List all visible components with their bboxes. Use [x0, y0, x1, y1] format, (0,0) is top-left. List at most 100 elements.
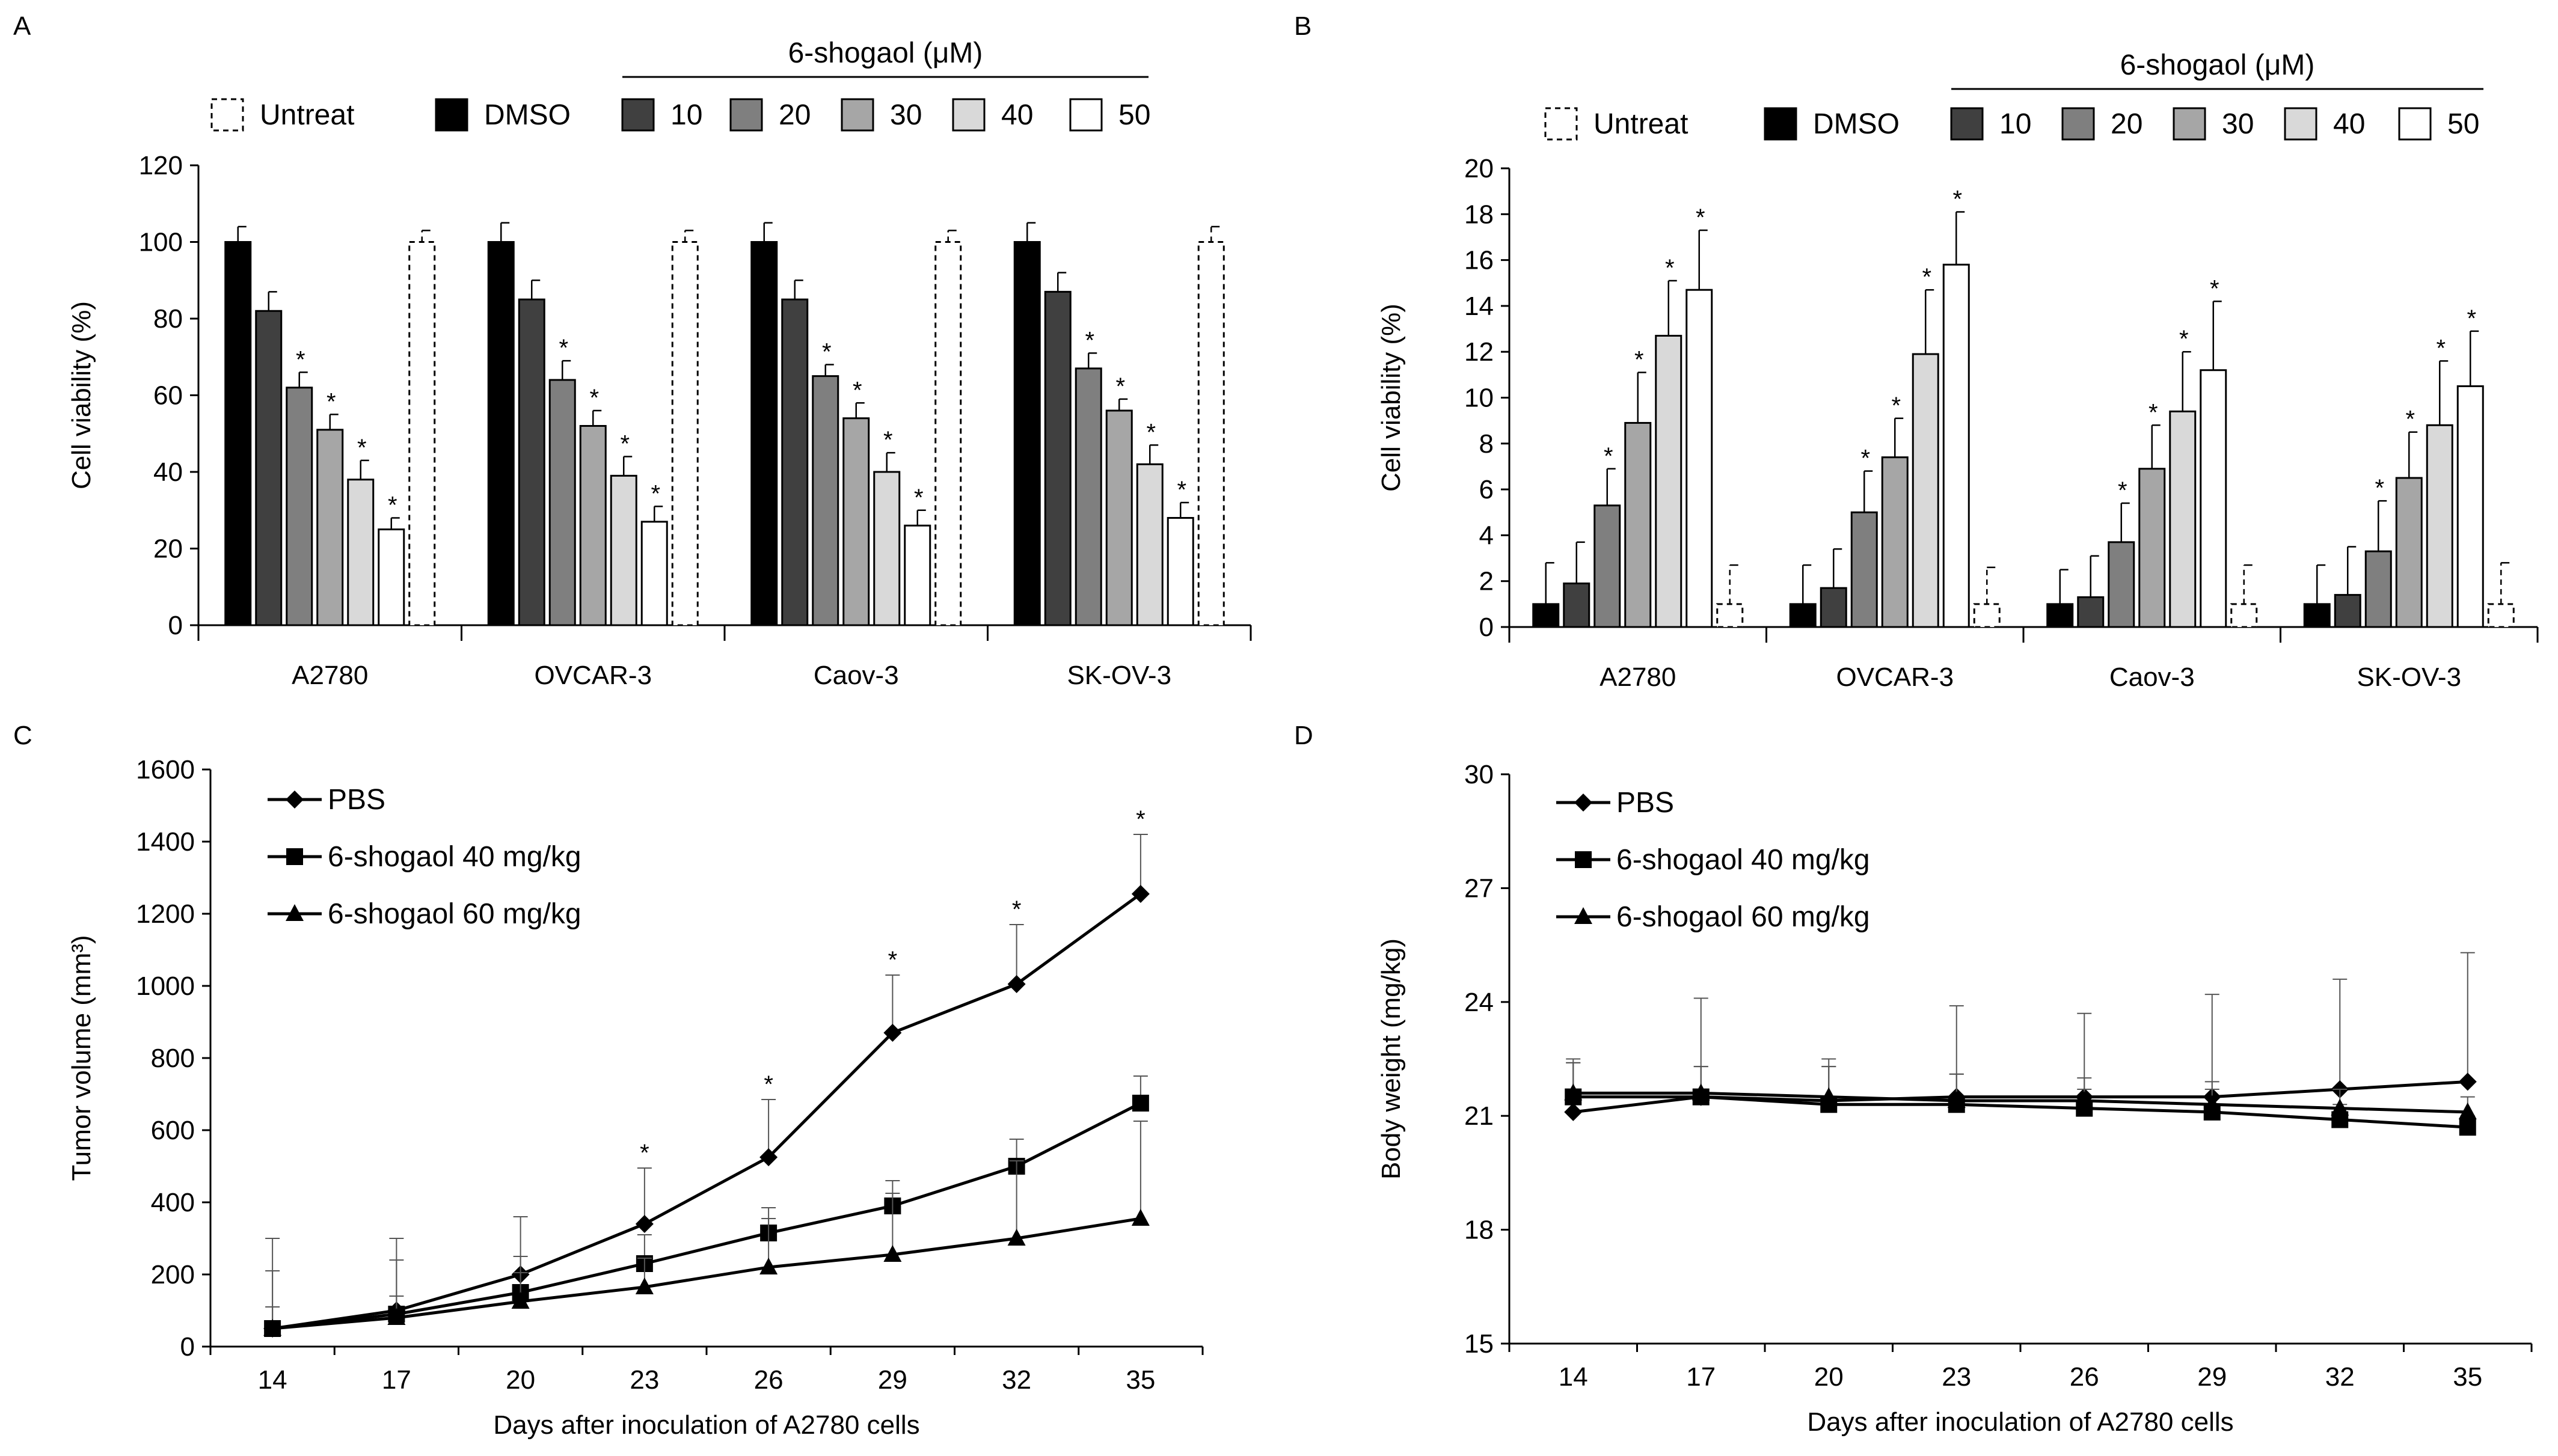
- legend-label: 30: [2222, 108, 2254, 140]
- data-point: [387, 1308, 406, 1325]
- legend-label: 10: [670, 99, 702, 131]
- bar: [1624, 421, 1652, 628]
- panel-a-bar-chart: 0 20 40 60 80 100 120 Cell viability (%) A2780 OV…: [67, 37, 1252, 690]
- significance-marker: *: [1177, 477, 1186, 503]
- significance-marker: *: [764, 1071, 773, 1098]
- bar: [1655, 334, 1682, 628]
- legend-swatch: [2398, 107, 2432, 141]
- legend-marker: [1574, 907, 1592, 924]
- bar: [873, 471, 901, 626]
- bar: [1167, 517, 1194, 626]
- bar: [2395, 477, 2423, 628]
- y-tick-label: 15: [1464, 1329, 1494, 1359]
- y-tick-label: 1200: [136, 899, 195, 929]
- bar: [934, 241, 962, 626]
- data-point: [1820, 1087, 1838, 1104]
- x-tick-label: 29: [878, 1365, 907, 1395]
- significance-marker: *: [1012, 896, 1022, 923]
- significance-marker: *: [1634, 347, 1644, 373]
- bar: [2303, 603, 2331, 628]
- legend-label: 6-shogaol 40 mg/kg: [328, 841, 581, 873]
- panel-d-line-chart: 15 18 21 24 27 30 14 17 20 23 26 29 32 35 Days after i…: [1376, 760, 2533, 1437]
- y-tick-label: 0: [180, 1332, 195, 1362]
- y-tick-label: 16: [1464, 246, 1494, 275]
- legend-marker: [1574, 794, 1592, 812]
- x-tick-label: 35: [2453, 1362, 2482, 1392]
- bar: [812, 375, 839, 626]
- legend-label: 30: [890, 99, 922, 131]
- bar: [750, 241, 778, 626]
- legend-swatch: [952, 98, 986, 132]
- y-tick-label: 120: [139, 151, 183, 180]
- significance-marker: *: [883, 427, 893, 453]
- data-point: [2331, 1098, 2349, 1116]
- legend-label: DMSO: [1813, 108, 1900, 140]
- data-point: [1007, 1229, 1026, 1246]
- legend-marker: [1575, 851, 1592, 868]
- y-tick-label: 20: [1464, 154, 1494, 183]
- x-category-label: A2780: [1600, 662, 1676, 692]
- data-point: [1007, 975, 1026, 993]
- y-tick-label: 4: [1479, 521, 1494, 550]
- significance-marker: *: [1891, 393, 1901, 419]
- bar: [2200, 369, 2227, 628]
- significance-marker: *: [620, 431, 630, 457]
- data-point: [759, 1258, 778, 1274]
- y-tick-label: 18: [1464, 1216, 1494, 1245]
- significance-marker: *: [888, 947, 898, 973]
- y-tick-label: 12: [1464, 337, 1494, 367]
- bar: [1105, 409, 1133, 626]
- significance-marker: *: [559, 335, 568, 361]
- legend-group-title: 6-shogaol (μM): [788, 37, 983, 69]
- legend-swatch: [2061, 107, 2095, 141]
- significance-marker: *: [2118, 477, 2127, 504]
- y-tick-label: 0: [1479, 613, 1494, 642]
- data-point: [759, 1148, 778, 1166]
- significance-marker: *: [914, 485, 924, 511]
- bar: [1942, 263, 1970, 628]
- bar: [1136, 463, 1164, 626]
- x-category-label: Caov-3: [2109, 662, 2195, 692]
- x-tick-label: 20: [506, 1365, 535, 1395]
- legend-label: 40: [1001, 99, 1033, 131]
- significance-marker: *: [2436, 335, 2446, 361]
- legend-label: 20: [2111, 108, 2142, 140]
- bar: [1197, 241, 1225, 626]
- legend-label: PBS: [328, 784, 385, 816]
- x-category-label: A2780: [292, 661, 368, 690]
- significance-marker: *: [1696, 204, 1705, 231]
- legend-swatch: [1069, 98, 1103, 132]
- data-point: [635, 1215, 654, 1233]
- y-axis-title: Cell viability (%): [67, 301, 96, 489]
- legend-label: PBS: [1616, 787, 1674, 819]
- y-tick-label: 6: [1479, 475, 1494, 504]
- bar: [842, 417, 870, 626]
- panel-label-b: B: [1294, 11, 1311, 41]
- significance-marker: *: [1115, 373, 1125, 400]
- bar: [781, 298, 809, 626]
- y-tick-label: 80: [153, 304, 183, 334]
- bar: [2426, 424, 2453, 628]
- bar: [671, 241, 699, 626]
- data-point: [1564, 1083, 1583, 1101]
- x-tick-label: 14: [258, 1365, 287, 1395]
- legend-label: 10: [1999, 108, 2031, 140]
- y-tick-label: 14: [1464, 292, 1494, 321]
- bar: [1532, 603, 1560, 628]
- bar: [347, 479, 375, 626]
- y-tick-label: 1000: [136, 971, 195, 1001]
- bar: [2138, 468, 2166, 628]
- y-tick-label: 8: [1479, 429, 1494, 459]
- significance-marker: *: [327, 388, 336, 415]
- legend-marker: [286, 791, 304, 809]
- data-point: [883, 1024, 902, 1042]
- significance-marker: *: [1922, 264, 1931, 290]
- bar: [378, 528, 405, 626]
- legend-label: 6-shogaol 40 mg/kg: [1616, 844, 1870, 876]
- data-point: [2203, 1095, 2221, 1112]
- legend-label: 20: [779, 99, 811, 131]
- bar: [224, 241, 252, 626]
- x-tick-label: 32: [2325, 1362, 2355, 1392]
- y-tick-label: 60: [153, 381, 183, 411]
- data-point: [2458, 1072, 2477, 1091]
